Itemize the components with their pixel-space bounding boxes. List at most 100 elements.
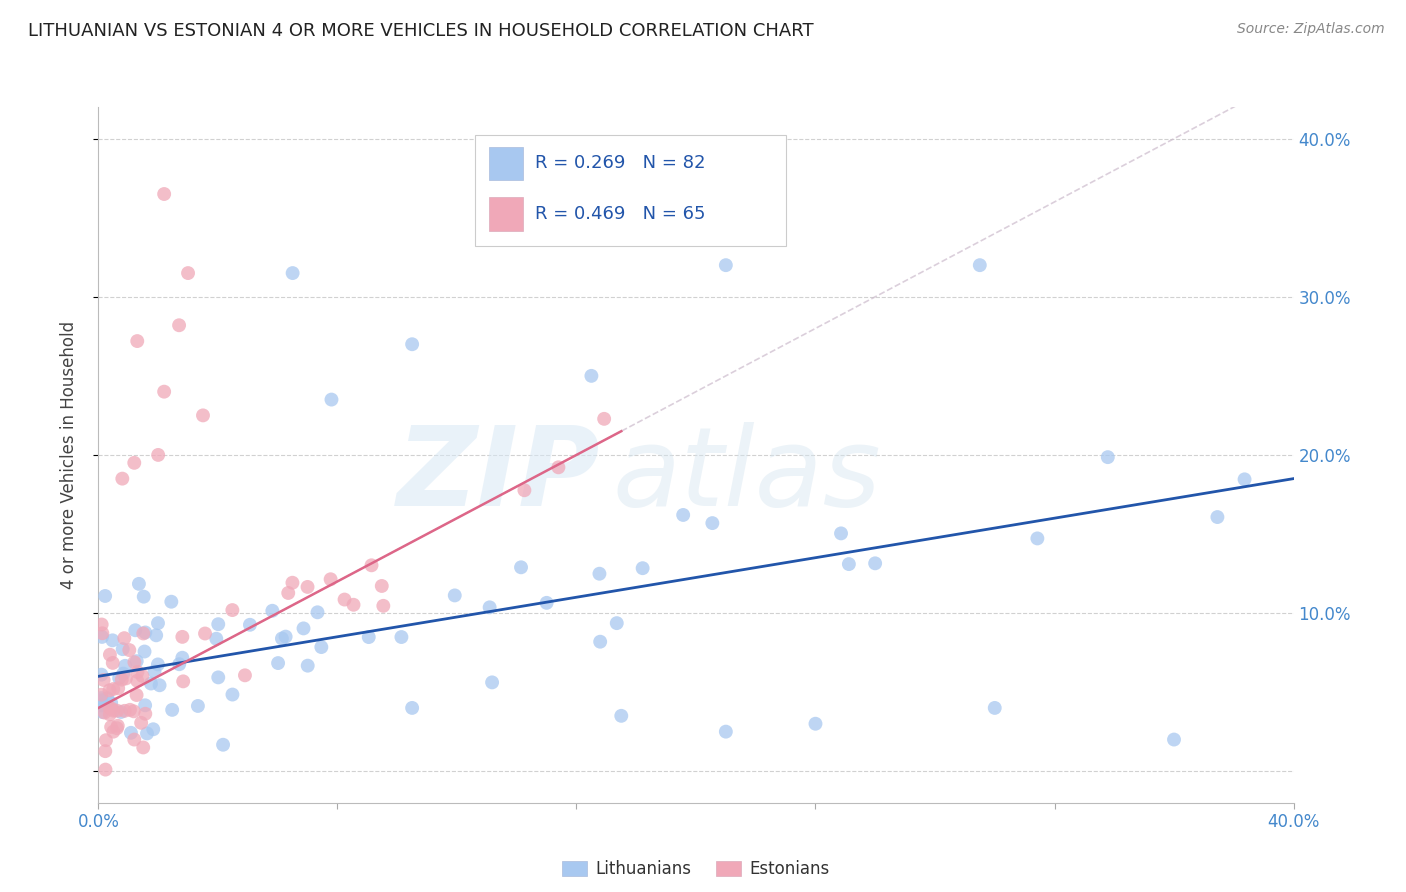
Lithuanians	[239, 617, 262, 632]
Lithuanians	[124, 624, 146, 638]
Lithuanians	[90, 691, 112, 706]
Estonians	[90, 617, 112, 632]
Lithuanians	[96, 691, 118, 706]
Estonians	[122, 704, 145, 718]
Y-axis label: 4 or more Vehicles in Household: 4 or more Vehicles in Household	[59, 321, 77, 589]
Estonians	[107, 719, 129, 733]
Estonians	[98, 701, 121, 715]
Lithuanians	[172, 650, 194, 665]
Lithuanians	[838, 557, 860, 571]
Lithuanians	[262, 604, 284, 618]
Text: R = 0.469   N = 65: R = 0.469 N = 65	[534, 205, 706, 223]
Estonians	[100, 720, 122, 734]
Estonians	[93, 673, 115, 687]
Lithuanians	[145, 628, 167, 642]
Estonians	[118, 703, 141, 717]
Lithuanians	[610, 708, 633, 723]
Lithuanians	[984, 701, 1007, 715]
Estonians	[114, 704, 136, 718]
Estonians	[107, 681, 129, 696]
Lithuanians	[132, 590, 155, 604]
Lithuanians	[1097, 450, 1119, 465]
Lithuanians	[391, 630, 413, 644]
Estonians	[371, 579, 394, 593]
Lithuanians	[148, 678, 170, 692]
Estonians	[177, 266, 200, 280]
Estonians	[134, 706, 156, 721]
Lithuanians	[271, 632, 294, 646]
Estonians	[360, 558, 382, 573]
Estonians	[103, 681, 125, 696]
Estonians	[153, 186, 176, 201]
Estonians	[125, 688, 148, 702]
Lithuanians	[143, 665, 166, 679]
Lithuanians	[91, 630, 114, 644]
Lithuanians	[91, 705, 114, 719]
Lithuanians	[146, 657, 169, 672]
Text: LITHUANIAN VS ESTONIAN 4 OR MORE VEHICLES IN HOUSEHOLD CORRELATION CHART: LITHUANIAN VS ESTONIAN 4 OR MORE VEHICLE…	[28, 22, 814, 40]
Lithuanians	[114, 658, 136, 673]
Lithuanians	[125, 654, 148, 668]
Estonians	[131, 669, 153, 683]
Lithuanians	[134, 698, 156, 713]
Lithuanians	[134, 625, 156, 640]
Estonians	[172, 674, 194, 689]
Estonians	[105, 721, 128, 735]
Estonians	[93, 706, 115, 720]
Estonians	[191, 409, 214, 423]
Lithuanians	[969, 258, 991, 272]
Estonians	[233, 668, 256, 682]
Estonians	[172, 630, 194, 644]
Bar	[489, 146, 523, 180]
Estonians	[94, 744, 117, 758]
Lithuanians	[1206, 510, 1229, 524]
Lithuanians	[187, 698, 209, 713]
Lithuanians	[212, 738, 235, 752]
Lithuanians	[830, 526, 852, 541]
Lithuanians	[581, 368, 603, 383]
Lithuanians	[804, 716, 827, 731]
Estonians	[111, 472, 134, 486]
Estonians	[98, 648, 121, 662]
Lithuanians	[110, 705, 132, 719]
Lithuanians	[134, 644, 156, 658]
Estonians	[91, 626, 114, 640]
Estonians	[98, 683, 121, 698]
Estonians	[94, 763, 117, 777]
Estonians	[319, 572, 342, 586]
Estonians	[547, 460, 569, 475]
Estonians	[132, 740, 155, 755]
Lithuanians	[160, 703, 183, 717]
Lithuanians	[160, 595, 183, 609]
Estonians	[167, 318, 190, 333]
Estonians	[281, 575, 304, 590]
Text: atlas: atlas	[613, 422, 882, 529]
Lithuanians	[357, 630, 380, 644]
Estonians	[342, 598, 364, 612]
Lithuanians	[478, 600, 501, 615]
Lithuanians	[606, 616, 628, 631]
Estonians	[127, 665, 149, 679]
Estonians	[115, 672, 138, 686]
Lithuanians	[90, 698, 112, 713]
Lithuanians	[221, 688, 243, 702]
Estonians	[124, 732, 146, 747]
Estonians	[132, 626, 155, 640]
Lithuanians	[281, 266, 304, 280]
Estonians	[124, 456, 146, 470]
Lithuanians	[321, 392, 343, 407]
Lithuanians	[139, 676, 162, 690]
Estonians	[333, 592, 356, 607]
Lithuanians	[714, 258, 737, 272]
Lithuanians	[101, 633, 124, 648]
Text: ZIP: ZIP	[396, 422, 600, 529]
Estonians	[194, 626, 217, 640]
Lithuanians	[481, 675, 503, 690]
Estonians	[297, 580, 319, 594]
Estonians	[94, 733, 117, 747]
Estonians	[101, 701, 124, 715]
Estonians	[129, 715, 152, 730]
Lithuanians	[714, 724, 737, 739]
Lithuanians	[267, 656, 290, 670]
Lithuanians	[401, 701, 423, 715]
